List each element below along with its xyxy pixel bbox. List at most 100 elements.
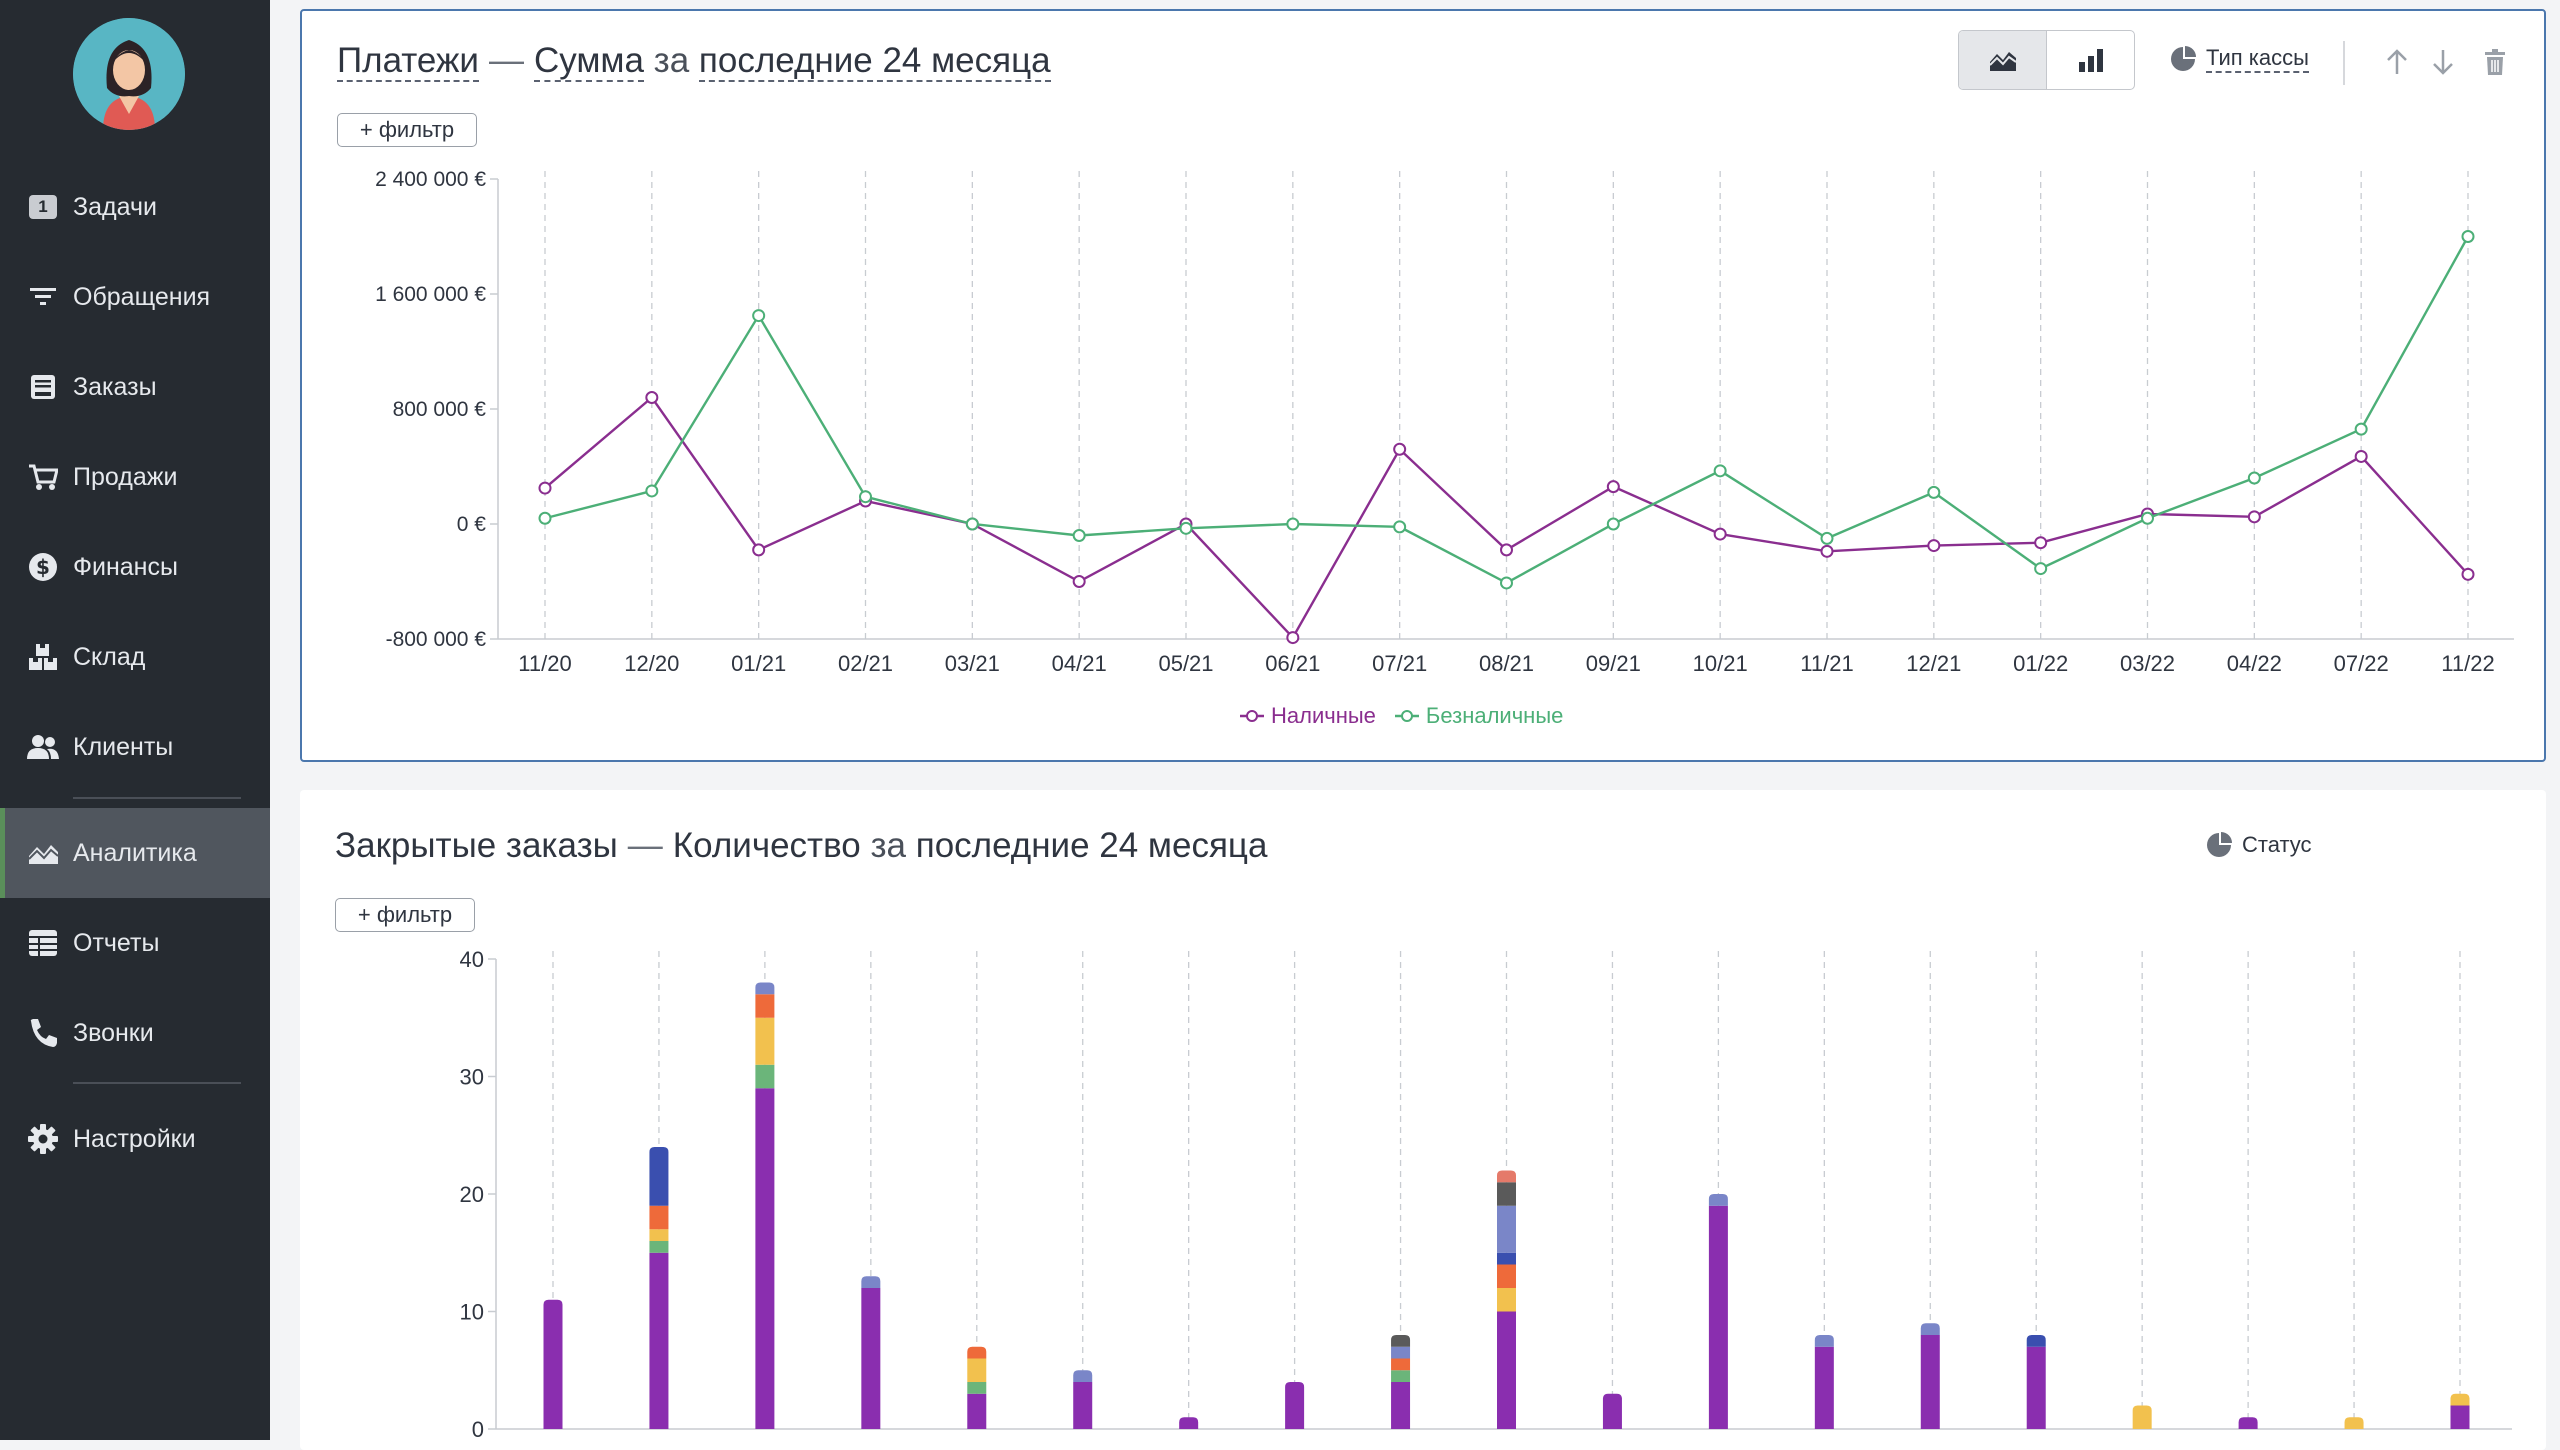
bar-segment[interactable] xyxy=(1179,1417,1199,1429)
sidebar-item-2[interactable]: Заказы xyxy=(0,342,270,432)
bar-segment[interactable] xyxy=(649,1241,669,1253)
data-point[interactable] xyxy=(1820,544,1834,558)
bar-segment[interactable] xyxy=(967,1358,987,1383)
bar-segment[interactable] xyxy=(1708,1194,1728,1206)
bar-segment[interactable] xyxy=(1073,1370,1093,1382)
bar-segment[interactable] xyxy=(1497,1182,1516,1206)
sidebar-item-5[interactable]: Склад xyxy=(0,612,270,702)
bar-segment[interactable] xyxy=(967,1393,987,1429)
add-filter-button[interactable]: + фильтр xyxy=(335,898,475,932)
bar-segment[interactable] xyxy=(649,1252,669,1429)
data-point[interactable] xyxy=(2141,511,2154,525)
bar-segment[interactable] xyxy=(2238,1417,2258,1429)
bar-segment[interactable] xyxy=(755,1088,775,1429)
bar-segment[interactable] xyxy=(2026,1335,2046,1347)
data-point[interactable] xyxy=(752,543,766,557)
bar-segment[interactable] xyxy=(755,994,775,1018)
data-point[interactable] xyxy=(2461,230,2475,243)
data-point[interactable] xyxy=(1179,521,1193,535)
bar-segment[interactable] xyxy=(649,1147,669,1206)
data-point[interactable] xyxy=(2461,567,2475,581)
data-point[interactable] xyxy=(752,309,766,323)
title-measure-link[interactable]: Количество xyxy=(672,826,861,865)
bar-segment[interactable] xyxy=(1920,1335,1940,1429)
title-metric-link[interactable]: Закрытые заказы xyxy=(335,826,618,865)
legend-item-cash[interactable]: Наличные xyxy=(1239,703,1376,729)
data-point[interactable] xyxy=(859,490,872,504)
data-point[interactable] xyxy=(1286,631,1300,645)
data-point[interactable] xyxy=(1713,464,1727,478)
bar-segment[interactable] xyxy=(1497,1311,1516,1430)
bar-segment[interactable] xyxy=(861,1276,881,1288)
avatar[interactable] xyxy=(73,18,185,130)
group-by-status-button[interactable]: Статус xyxy=(2206,832,2312,858)
move-up-button[interactable] xyxy=(2380,45,2414,79)
data-point[interactable] xyxy=(1606,517,1620,531)
bar-segment[interactable] xyxy=(1497,1288,1516,1312)
sidebar-item-10[interactable]: Настройки xyxy=(0,1094,270,1184)
data-point[interactable] xyxy=(645,484,659,498)
bar-segment[interactable] xyxy=(1073,1382,1093,1429)
data-point[interactable] xyxy=(965,517,979,531)
sidebar-item-4[interactable]: $ Финансы xyxy=(0,522,270,612)
data-point[interactable] xyxy=(1820,531,1834,545)
sidebar-item-6[interactable]: Клиенты xyxy=(0,702,270,792)
title-period-link[interactable]: последние 24 месяца xyxy=(915,826,1268,865)
bar-segment[interactable] xyxy=(1708,1205,1728,1429)
bar-segment[interactable] xyxy=(1497,1170,1516,1183)
sidebar-item-3[interactable]: Продажи xyxy=(0,432,270,522)
bar-segment[interactable] xyxy=(755,1064,775,1089)
bar-segment[interactable] xyxy=(1391,1346,1411,1359)
bar-segment[interactable] xyxy=(1602,1393,1622,1429)
bar-segment[interactable] xyxy=(1285,1382,1305,1429)
bar-segment[interactable] xyxy=(1391,1382,1411,1429)
bar-segment[interactable] xyxy=(1391,1358,1411,1371)
data-point[interactable] xyxy=(1927,539,1941,553)
bar-segment[interactable] xyxy=(649,1229,669,1241)
sidebar-item-1[interactable]: Обращения xyxy=(0,252,270,342)
bar-segment[interactable] xyxy=(2344,1417,2364,1429)
bar-segment[interactable] xyxy=(1920,1323,1940,1335)
data-point[interactable] xyxy=(2034,562,2048,576)
bar-segment[interactable] xyxy=(755,982,775,995)
data-point[interactable] xyxy=(1500,543,1513,557)
data-point[interactable] xyxy=(1072,575,1086,588)
data-point[interactable] xyxy=(1393,442,1407,456)
title-metric-link[interactable]: Платежи xyxy=(337,41,479,82)
bar-segment[interactable] xyxy=(2132,1405,2152,1430)
bar-segment[interactable] xyxy=(1814,1346,1834,1429)
title-measure-link[interactable]: Сумма xyxy=(533,41,644,82)
bar-segment[interactable] xyxy=(967,1346,987,1359)
data-point[interactable] xyxy=(1072,529,1086,542)
bar-segment[interactable] xyxy=(2450,1405,2470,1430)
data-point[interactable] xyxy=(2354,422,2368,436)
data-point[interactable] xyxy=(1500,576,1513,590)
bar-segment[interactable] xyxy=(967,1382,987,1394)
data-point[interactable] xyxy=(1927,485,1941,499)
bar-segment[interactable] xyxy=(2026,1346,2046,1429)
bar-segment[interactable] xyxy=(861,1288,881,1429)
bar-segment[interactable] xyxy=(1497,1252,1516,1265)
group-by-cash-type-button[interactable]: Тип кассы xyxy=(2170,45,2309,73)
data-point[interactable] xyxy=(1713,527,1727,541)
delete-button[interactable] xyxy=(2478,45,2512,79)
legend-item-cashless[interactable]: Безналичные xyxy=(1394,703,1563,729)
move-down-button[interactable] xyxy=(2426,45,2460,79)
bar-segment[interactable] xyxy=(755,1017,775,1065)
data-point[interactable] xyxy=(2247,471,2261,485)
sidebar-item-7[interactable]: Аналитика xyxy=(0,808,270,898)
bar-segment[interactable] xyxy=(2450,1393,2470,1406)
bar-segment[interactable] xyxy=(1391,1335,1411,1347)
bar-segment[interactable] xyxy=(649,1205,669,1230)
data-point[interactable] xyxy=(1393,520,1407,534)
bar-segment[interactable] xyxy=(543,1299,563,1429)
add-filter-button[interactable]: + фильтр xyxy=(337,113,477,147)
bar-chart-view-button[interactable] xyxy=(2047,31,2134,89)
data-point[interactable] xyxy=(2247,510,2261,524)
data-point[interactable] xyxy=(2034,536,2048,550)
bar-segment[interactable] xyxy=(1497,1205,1516,1253)
bar-segment[interactable] xyxy=(1497,1264,1516,1289)
bar-segment[interactable] xyxy=(1391,1370,1411,1382)
sidebar-item-9[interactable]: Звонки xyxy=(0,988,270,1078)
data-point[interactable] xyxy=(538,481,552,495)
